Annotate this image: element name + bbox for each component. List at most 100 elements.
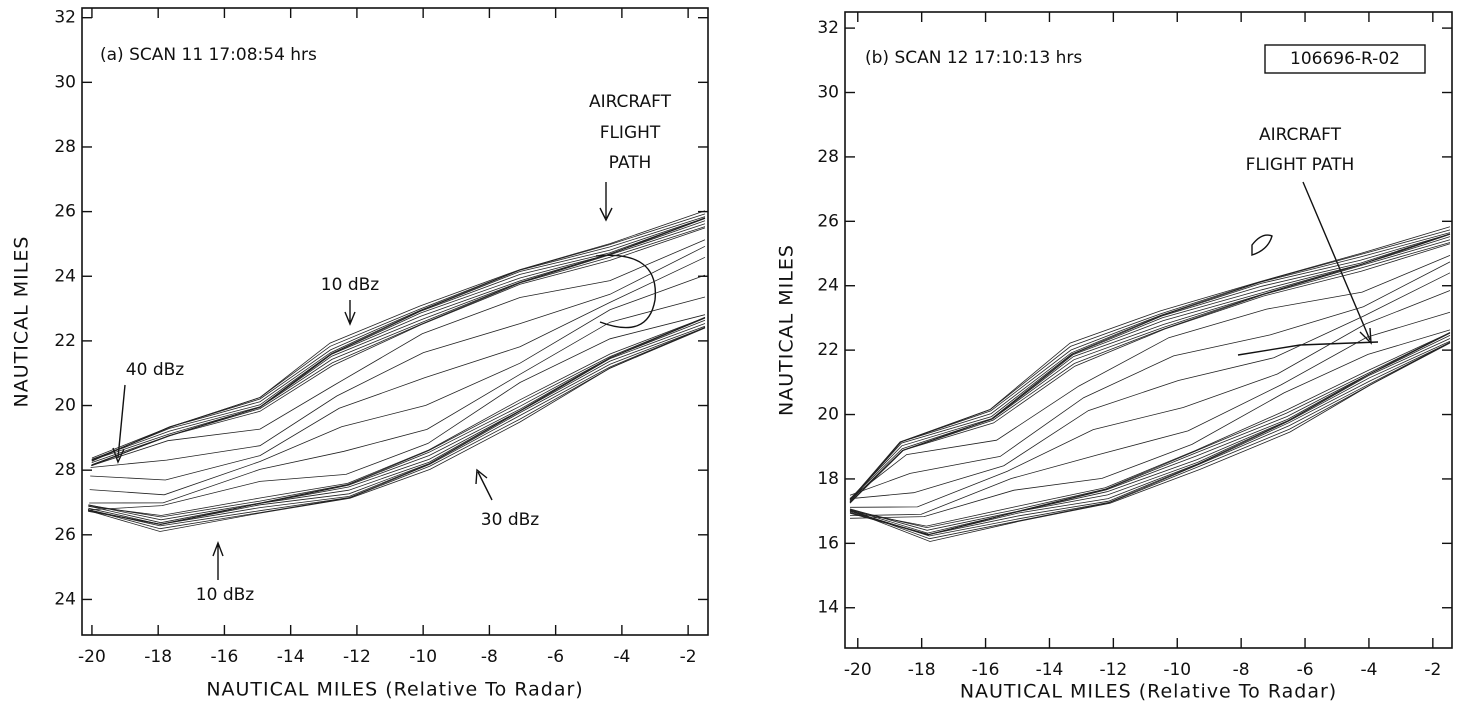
- y-tick-label: 30: [817, 83, 839, 103]
- flight-path: [1237, 341, 1379, 356]
- x-tick-label: -20: [78, 647, 106, 667]
- contour-line: [849, 342, 1451, 537]
- contour-line: [89, 296, 706, 504]
- contour-line: [849, 342, 1451, 542]
- x-tick-label: -8: [481, 647, 498, 667]
- y-tick-label: 16: [817, 533, 839, 553]
- annotation: FLIGHT PATH: [1246, 155, 1355, 175]
- x-tick-label: -14: [1036, 660, 1064, 680]
- x-axis-label: NAUTICAL MILES (Relative To Radar): [960, 681, 1337, 703]
- y-tick-label: 18: [817, 469, 839, 489]
- contour-line: [849, 332, 1451, 527]
- y-tick-label: 32: [817, 18, 839, 38]
- arrow: [599, 182, 613, 222]
- y-tick-label: 26: [54, 525, 76, 545]
- contour-line: [90, 245, 706, 468]
- contour-line: [849, 261, 1451, 496]
- x-tick-label: -2: [1424, 660, 1441, 680]
- annotation: AIRCRAFT: [1259, 125, 1342, 145]
- contour-line: [89, 274, 706, 496]
- y-tick-label: 26: [817, 211, 839, 231]
- contour-line: [90, 256, 706, 481]
- y-tick-label: 26: [54, 202, 76, 222]
- contour-line: [849, 272, 1451, 500]
- y-tick-label: 22: [54, 331, 76, 351]
- x-tick-label: -6: [1297, 660, 1314, 680]
- annotation: AIRCRAFT: [589, 92, 672, 112]
- y-tick-label: 22: [817, 340, 839, 360]
- y-tick-label: 28: [54, 137, 76, 157]
- contour-line: [849, 342, 1451, 535]
- y-tick-label: 14: [817, 598, 839, 618]
- contour-line: [849, 341, 1451, 540]
- contour-line: [849, 340, 1451, 535]
- annotation: (a) SCAN 11 17:08:54 hrs: [100, 45, 317, 65]
- y-tick-label: 30: [54, 72, 76, 92]
- x-tick-label: -16: [972, 660, 1000, 680]
- y-axis-label: NAUTICAL MILES: [776, 244, 798, 416]
- annotation: 30 dBz: [481, 510, 539, 530]
- annotation: 10 dBz: [196, 585, 254, 605]
- x-tick-label: -12: [343, 647, 371, 667]
- x-tick-label: -12: [1099, 660, 1127, 680]
- annotation: 10 dBz: [321, 275, 379, 295]
- x-tick-label: -8: [1233, 660, 1250, 680]
- contour-line: [91, 223, 706, 466]
- contour-line: [88, 327, 706, 525]
- contour-line: [91, 220, 706, 463]
- contour-line: [849, 332, 1451, 534]
- arrow: [344, 300, 356, 326]
- annotation: PATH: [609, 153, 652, 173]
- arrow: [475, 468, 493, 501]
- contour-line: [849, 229, 1451, 502]
- contour-line: [88, 317, 706, 516]
- x-tick-label: -6: [547, 647, 564, 667]
- y-tick-label: 20: [54, 396, 76, 416]
- annotation: 40 dBz: [126, 360, 184, 380]
- y-tick-label: 28: [817, 147, 839, 167]
- contour-line: [91, 217, 706, 462]
- contour-line: [849, 332, 1451, 531]
- plot-frame: [81, 7, 709, 636]
- contour-line: [88, 314, 706, 511]
- contour-line: [849, 233, 1451, 500]
- contour-line: [88, 327, 706, 527]
- contour-line: [91, 217, 706, 461]
- label-box: [1264, 44, 1426, 74]
- contour-line: [849, 236, 1451, 502]
- y-tick-label: 24: [817, 276, 839, 296]
- plot-frame: [844, 11, 1453, 649]
- contour-line: [88, 317, 706, 518]
- contour-line: [849, 243, 1451, 503]
- y-tick-label: 24: [54, 589, 76, 609]
- y-axis-label: NAUTICAL MILES: [11, 236, 33, 408]
- x-axis-label: NAUTICAL MILES (Relative To Radar): [206, 679, 583, 701]
- contour-line: [849, 242, 1451, 504]
- x-tick-label: -18: [908, 660, 936, 680]
- annotation: FLIGHT: [600, 123, 661, 143]
- contour-line: [849, 329, 1451, 519]
- contour-line: [849, 233, 1451, 502]
- y-tick-label: 32: [54, 8, 76, 28]
- x-tick-label: -18: [144, 647, 172, 667]
- x-tick-label: -14: [277, 647, 305, 667]
- arrow: [212, 541, 224, 580]
- y-tick-label: 24: [54, 266, 76, 286]
- contour-cell: [1251, 234, 1273, 256]
- x-tick-label: -10: [1163, 660, 1191, 680]
- contour-line: [849, 290, 1451, 508]
- contour-line: [849, 226, 1451, 501]
- x-tick-label: -2: [680, 647, 697, 667]
- x-tick-label: -4: [1360, 660, 1377, 680]
- y-tick-label: 20: [817, 405, 839, 425]
- contour-line: [90, 239, 706, 467]
- annotation: 106696-R-02: [1290, 49, 1400, 69]
- flight-path: [595, 254, 657, 329]
- y-tick-label: 28: [54, 460, 76, 480]
- contour-line: [849, 233, 1451, 500]
- contour-line: [849, 255, 1451, 499]
- contour-line: [849, 311, 1451, 516]
- contour-line: [91, 227, 706, 466]
